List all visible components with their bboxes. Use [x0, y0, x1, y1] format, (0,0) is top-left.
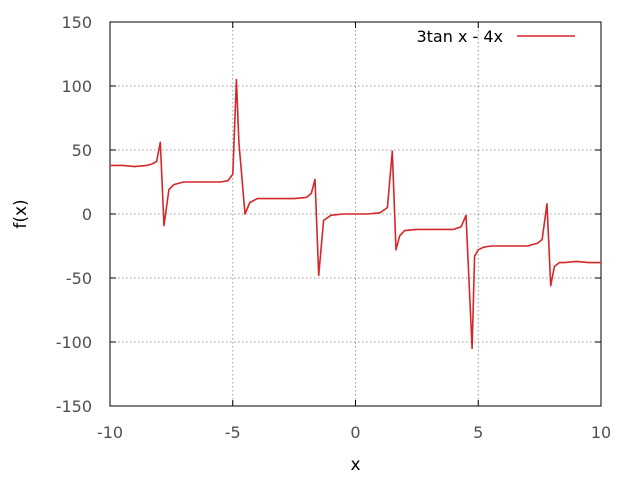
y-axis-title: f(x) [11, 199, 31, 228]
x-axis-title: x [350, 455, 360, 475]
series-line [110, 78, 601, 350]
y-tick-label: 100 [61, 77, 92, 96]
x-tick-label: -10 [97, 423, 123, 442]
series-group [110, 78, 601, 350]
legend-label: 3tan x - 4x [416, 27, 503, 46]
y-tick-label: -100 [56, 333, 92, 352]
legend: 3tan x - 4x [416, 27, 575, 46]
y-tick-label: 0 [82, 205, 92, 224]
y-tick-label: -50 [66, 269, 92, 288]
x-tick-label: 5 [473, 423, 483, 442]
y-tick-label: 150 [61, 13, 92, 32]
y-tick-label: 50 [72, 141, 92, 160]
x-tick-label: -5 [225, 423, 241, 442]
x-tick-label: 10 [591, 423, 611, 442]
y-tick-label: -150 [56, 397, 92, 416]
x-tick-label: 0 [350, 423, 360, 442]
